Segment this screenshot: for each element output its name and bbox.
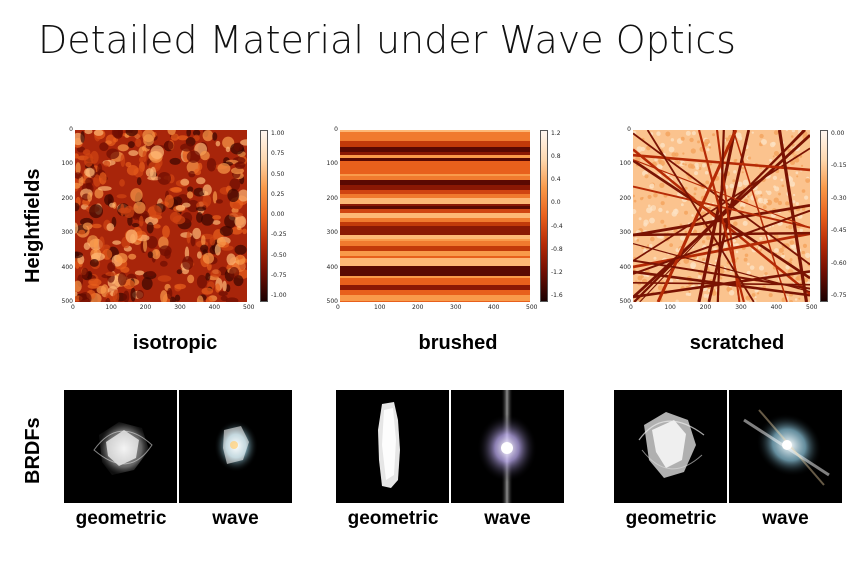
y-tick-label: 200 xyxy=(326,194,338,202)
row-label-brdfs: BRDFs xyxy=(22,417,44,484)
colorbar-tick-label: -1.00 xyxy=(271,292,287,299)
brdf-isotropic-wave xyxy=(179,390,292,503)
y-tick-label: 300 xyxy=(619,229,631,237)
label-scratched-wave: wave xyxy=(762,508,809,529)
caption-scratched: scratched xyxy=(689,332,785,354)
x-tick-label: 500 xyxy=(806,304,818,311)
heightfield-brushed: 0 100 200 300 400 500 0 100 200 300 400 500 1.2 0.8 0.… xyxy=(325,122,570,322)
y-tick-label: 400 xyxy=(619,263,631,271)
x-tick-label: 200 xyxy=(412,304,424,311)
brdf-brushed-geometric-image xyxy=(378,402,400,488)
colorbar-tick-label: -1.2 xyxy=(551,268,563,276)
heightfield-isotropic: 0 100 200 300 400 500 0 100 200 300 400 500 1.00 0.75… xyxy=(60,122,300,322)
caption-brushed: brushed xyxy=(418,332,498,354)
brdf-brushed-geometric xyxy=(336,390,449,503)
colorbar-tick-label: -0.75 xyxy=(831,292,847,299)
colorbar-tick-label: 0.8 xyxy=(551,153,561,161)
label-scratched-geometric: geometric xyxy=(625,508,717,529)
row-label-heightfields: Heightfields xyxy=(22,168,44,283)
y-tick-label: 100 xyxy=(326,160,338,168)
x-tick-label: 400 xyxy=(770,304,783,311)
colorbar-tick-label: -0.75 xyxy=(271,271,287,279)
y-tick-label: 300 xyxy=(326,229,338,237)
colorbar-tick-label: 0.75 xyxy=(271,150,285,158)
heightfield-scratched-plot xyxy=(633,130,810,302)
brdf-scratched-wave xyxy=(729,390,842,503)
heightfield-brushed-plot xyxy=(340,130,530,302)
x-tick-label: 300 xyxy=(735,304,747,311)
caption-isotropic: isotropic xyxy=(132,332,218,354)
brdf-isotropic-geometric-image xyxy=(93,422,153,475)
x-tick-label: 0 xyxy=(629,304,633,311)
colorbar-tick-label: -0.45 xyxy=(831,227,847,235)
brdf-brushed-wave xyxy=(451,390,564,503)
label-isotropic-geometric: geometric xyxy=(75,508,167,529)
y-tick-label: 500 xyxy=(619,298,631,305)
y-tick-label: 0 xyxy=(627,126,631,133)
y-tick-label: 200 xyxy=(619,194,631,202)
brdf-scratched-geometric-image xyxy=(638,412,705,478)
x-tick-label: 200 xyxy=(139,304,152,311)
y-tick-label: 100 xyxy=(619,160,631,168)
x-tick-label: 0 xyxy=(71,304,75,311)
colorbar-tick-label: -1.6 xyxy=(551,292,563,299)
x-tick-label: 300 xyxy=(450,304,462,311)
colorbar-tick-label: 0.4 xyxy=(551,176,561,184)
brdf-brushed-wave-image xyxy=(477,390,537,503)
colorbar-tick-label: 1.2 xyxy=(551,130,561,137)
colorbar-tick-label: -0.15 xyxy=(831,162,847,170)
brdf-scratched-wave-image xyxy=(743,409,830,486)
x-tick-label: 100 xyxy=(105,304,117,311)
x-tick-label: 500 xyxy=(243,304,255,311)
y-tick-label: 400 xyxy=(61,263,73,271)
y-tick-label: 300 xyxy=(61,229,73,237)
colorbar-tick-label: 0.50 xyxy=(271,170,285,178)
colorbar-tick-label: 0.00 xyxy=(831,130,845,137)
colorbar-tick-label: -0.4 xyxy=(551,222,563,230)
label-brushed-geometric: geometric xyxy=(347,508,439,529)
colorbar-tick-label: 1.00 xyxy=(271,130,285,137)
slide-title: Detailed Material under Wave Optics xyxy=(38,18,736,62)
label-brushed-wave: wave xyxy=(484,508,531,529)
colorbar-tick-label: -0.50 xyxy=(271,251,287,259)
colorbar-tick-label: -0.8 xyxy=(551,245,563,253)
colorbar-tick-label: 0.25 xyxy=(271,190,285,198)
brdf-isotropic-wave-image xyxy=(214,420,258,472)
colorbar-scratched xyxy=(820,130,828,302)
x-tick-label: 100 xyxy=(664,304,676,311)
colorbar-tick-label: 0.00 xyxy=(271,211,285,218)
colorbar-tick-label: -0.25 xyxy=(271,231,287,239)
y-tick-label: 500 xyxy=(326,298,338,305)
x-tick-label: 300 xyxy=(174,304,186,311)
x-tick-label: 0 xyxy=(336,304,340,311)
colorbar-tick-label: 0.0 xyxy=(551,199,561,207)
x-tick-label: 100 xyxy=(374,304,386,311)
y-tick-label: 100 xyxy=(61,160,73,168)
brdf-isotropic-geometric xyxy=(64,390,177,503)
colorbar-brushed xyxy=(540,130,548,302)
x-tick-label: 400 xyxy=(208,304,221,311)
x-tick-label: 400 xyxy=(488,304,500,311)
colorbar-isotropic xyxy=(260,130,268,302)
y-tick-label: 0 xyxy=(334,126,338,133)
label-isotropic-wave: wave xyxy=(212,508,259,529)
y-tick-label: 0 xyxy=(69,126,73,133)
brdf-scratched-geometric xyxy=(614,390,727,503)
heightfield-scratched: 0 100 200 300 400 500 0 100 200 300 400 500 0.00 -0.1… xyxy=(605,122,850,322)
y-tick-label: 200 xyxy=(61,194,73,202)
x-tick-label: 500 xyxy=(526,304,538,311)
y-tick-label: 400 xyxy=(326,263,338,271)
heightfield-isotropic-plot xyxy=(75,130,247,302)
y-tick-label: 500 xyxy=(61,298,73,305)
colorbar-tick-label: -0.60 xyxy=(831,259,847,267)
x-tick-label: 200 xyxy=(699,304,712,311)
colorbar-tick-label: -0.30 xyxy=(831,194,847,202)
